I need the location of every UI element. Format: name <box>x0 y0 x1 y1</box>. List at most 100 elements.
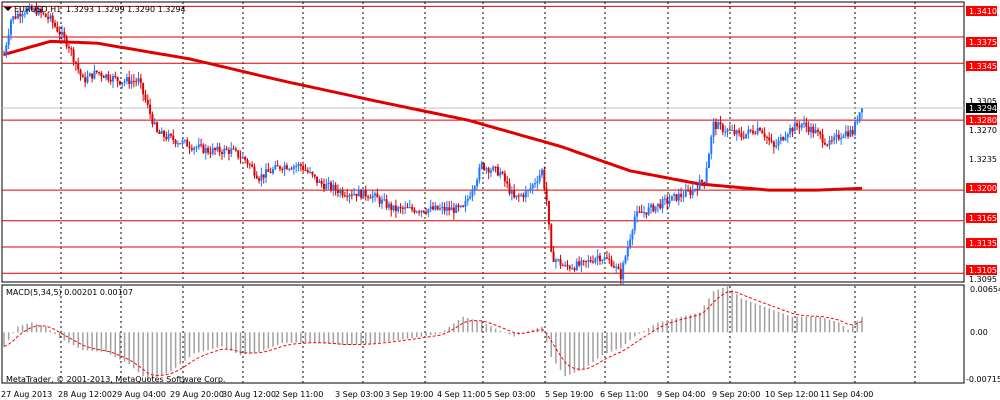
candle-body <box>58 31 61 35</box>
candle-body <box>849 130 852 137</box>
candle-body <box>302 165 305 170</box>
candle-body <box>554 259 557 262</box>
candle-body <box>160 130 163 134</box>
candle-body <box>146 99 149 105</box>
candle-body <box>65 37 68 47</box>
candle-body <box>803 122 806 124</box>
candle-body <box>515 195 518 198</box>
candle-body <box>747 129 750 134</box>
candle-body <box>705 168 708 184</box>
current-price-badge <box>966 103 997 113</box>
candle-body <box>647 207 650 215</box>
candle-body <box>394 205 397 211</box>
candle-body <box>608 258 611 260</box>
price-axis-label: 1.3270 <box>969 126 997 135</box>
candle-body <box>306 170 309 173</box>
candle-body <box>369 197 372 199</box>
price-candles[interactable] <box>3 1 863 286</box>
price-axis[interactable]: 1.34101.33751.33451.33051.32941.32801.32… <box>966 6 997 284</box>
candle-body <box>464 200 467 207</box>
candle-body <box>297 164 300 166</box>
candle-body <box>682 196 685 198</box>
candle-body <box>663 198 666 200</box>
candle-body <box>675 194 678 201</box>
candle-body <box>320 181 323 185</box>
macd-axis[interactable]: 0.00654 0.00 -0.00715 <box>966 285 1000 384</box>
candle-body <box>480 163 483 168</box>
candle-body <box>137 78 140 82</box>
price-axis-label: 1.3095 <box>969 275 997 284</box>
candle-body <box>123 81 126 83</box>
time-axis-label: 30 Aug 12:00 <box>222 390 276 399</box>
candle-body <box>643 212 646 214</box>
candle-body <box>707 153 710 169</box>
candle-body <box>680 193 683 197</box>
price-axis-label: 1.3105 <box>969 266 997 275</box>
candle-body <box>183 139 186 141</box>
candle-body <box>204 148 207 153</box>
level-price-badge <box>966 183 997 193</box>
candle-body <box>84 77 87 83</box>
candle-body <box>796 123 799 127</box>
candle-body <box>840 137 843 140</box>
candle-body <box>673 194 676 196</box>
candle-body <box>156 122 159 132</box>
copyright-text: MetaTrader, © 2001-2013, MetaQuotes Soft… <box>6 375 225 384</box>
candle-body <box>385 199 388 208</box>
candle-body <box>524 191 527 198</box>
candle-body <box>163 130 166 137</box>
candle-body <box>726 129 729 132</box>
price-axis-label: 1.3345 <box>969 62 997 71</box>
candle-body <box>434 205 437 210</box>
level-price-badge <box>966 61 997 71</box>
candle-body <box>214 148 217 151</box>
candle-body <box>473 186 476 191</box>
candle-body <box>765 136 768 138</box>
candle-body <box>779 137 782 141</box>
time-axis[interactable]: 27 Aug 2013 28 Aug 12:00 29 Aug 04:00 29 Au… <box>1 390 873 399</box>
candle-body <box>70 48 73 50</box>
candle-body <box>492 166 495 171</box>
candle-body <box>508 183 511 194</box>
candle-body <box>125 77 128 82</box>
macd-plot-frame[interactable] <box>1 284 965 384</box>
candle-body <box>691 189 694 195</box>
moving-average <box>3 39 863 192</box>
level-price-badge <box>966 115 997 125</box>
candle-body <box>677 193 680 201</box>
candle-body <box>462 205 465 207</box>
candle-body <box>376 193 379 198</box>
candle-body <box>98 72 101 74</box>
horizontal-levels[interactable] <box>2 5 964 274</box>
candle-body <box>466 198 469 201</box>
candle-body <box>128 77 131 85</box>
candle-body <box>172 135 175 141</box>
candle-body <box>144 94 147 100</box>
candle-body <box>835 134 838 137</box>
candle-body <box>698 180 701 191</box>
candle-body <box>752 130 755 134</box>
candle-body <box>142 83 145 95</box>
candle-body <box>478 167 481 180</box>
time-axis-label: 9 Sep 20:00 <box>712 390 760 399</box>
candle-body <box>415 211 418 213</box>
candle-body <box>656 203 659 207</box>
price-axis-label: 1.3200 <box>969 184 997 193</box>
candle-body <box>111 76 114 82</box>
candle-body <box>81 75 84 78</box>
candle-body <box>364 189 367 197</box>
candle-body <box>445 207 448 211</box>
candle-body <box>476 179 479 187</box>
candle-body <box>536 181 539 184</box>
candle-body <box>420 210 423 213</box>
candle-body <box>459 205 462 207</box>
candle-body <box>348 194 351 197</box>
candle-body <box>619 269 622 280</box>
menu-triangle-icon[interactable] <box>4 7 12 11</box>
candle-body <box>267 169 270 172</box>
candle-body <box>580 260 583 266</box>
candle-body <box>241 157 244 159</box>
candle-body <box>121 82 124 85</box>
candle-body <box>814 129 817 134</box>
